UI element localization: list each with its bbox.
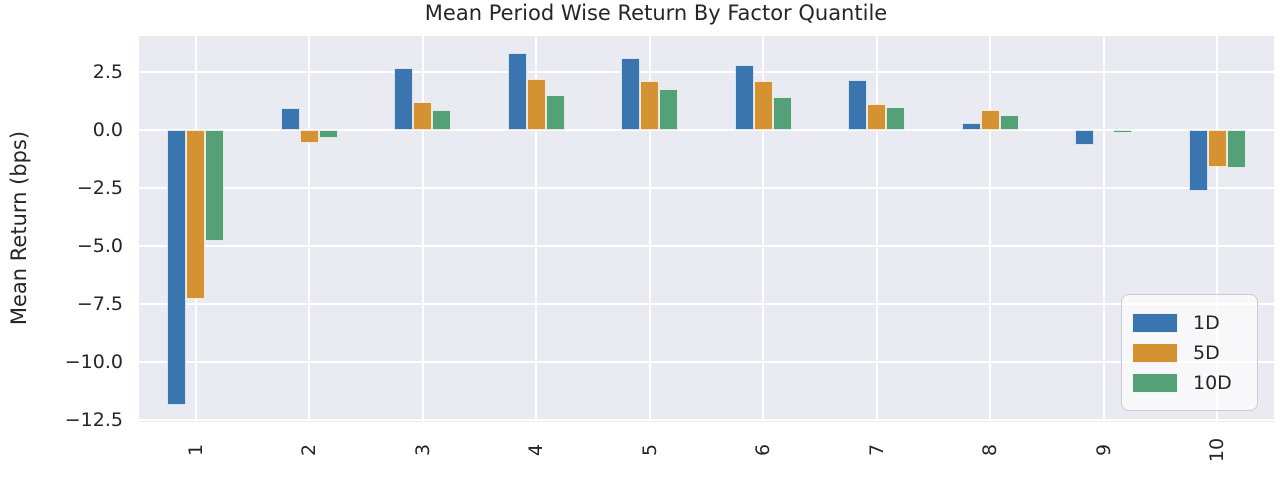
- bar-5d-q6: [753, 81, 773, 130]
- x-tick-label-1: 1: [184, 443, 207, 457]
- y-tick-label: 2.5: [92, 60, 123, 83]
- bar-1d-q7: [848, 80, 868, 130]
- bar-10d-q9: [1113, 129, 1133, 134]
- h-gridline: [139, 302, 1274, 305]
- bar-1d-q1: [167, 129, 187, 405]
- bar-5d-q4: [526, 78, 546, 130]
- legend-swatch-1d: [1132, 312, 1178, 333]
- y-tick-label: −12.5: [64, 408, 123, 431]
- h-gridline: [139, 186, 1274, 189]
- h-gridline: [139, 244, 1274, 247]
- bar-5d-q5: [640, 81, 660, 130]
- bar-10d-q4: [545, 95, 565, 130]
- y-axis-ticks: 2.5 0.0 −2.5 −5.0 −7.5 −10.0 −12.5: [0, 36, 131, 431]
- x-tick-label-4: 4: [525, 443, 548, 457]
- legend: 1D 5D 10D: [1121, 294, 1258, 411]
- legend-row-5d: 5D: [1132, 340, 1257, 365]
- legend-swatch-10d: [1132, 372, 1178, 393]
- bar-1d-q9: [1075, 129, 1095, 145]
- x-tick-label-7: 7: [865, 443, 888, 457]
- x-tick-label-2: 2: [298, 443, 321, 457]
- y-tick-label: −10.0: [64, 350, 123, 373]
- h-gridline: [139, 418, 1274, 421]
- v-gridline: [989, 36, 992, 422]
- legend-label-1d: 1D: [1193, 311, 1220, 334]
- v-gridline: [535, 36, 538, 422]
- x-tick-label-8: 8: [979, 443, 1002, 457]
- bar-1d-q2: [280, 107, 300, 130]
- bar-5d-q10: [1207, 129, 1227, 167]
- x-axis-ticks: 1 2 3 4 5 6 7 8 9 10: [139, 422, 1274, 486]
- bar-5d-q1: [186, 129, 206, 300]
- legend-label-10d: 10D: [1193, 371, 1232, 394]
- h-gridline: [139, 360, 1274, 363]
- plot-area: 1D 5D 10D: [139, 36, 1274, 422]
- bar-10d-q5: [659, 89, 679, 130]
- x-tick-label-9: 9: [1092, 443, 1115, 457]
- legend-row-10d: 10D: [1132, 370, 1257, 395]
- chart-title: Mean Period Wise Return By Factor Quanti…: [424, 1, 888, 25]
- x-tick-label-3: 3: [411, 443, 434, 457]
- x-tick-label-6: 6: [752, 443, 775, 457]
- y-tick-label: −2.5: [76, 176, 123, 199]
- y-tick-label: 0.0: [92, 118, 123, 141]
- v-gridline: [875, 36, 878, 422]
- v-gridline: [308, 36, 311, 422]
- legend-row-1d: 1D: [1132, 310, 1257, 335]
- y-tick-label: −7.5: [76, 292, 123, 315]
- bar-10d-q8: [999, 114, 1019, 130]
- v-gridline: [1102, 36, 1105, 422]
- bar-5d-q2: [299, 129, 319, 143]
- bar-5d-q7: [867, 104, 887, 130]
- bar-1d-q5: [621, 58, 641, 130]
- bar-10d-q1: [205, 129, 225, 242]
- bar-10d-q10: [1226, 129, 1246, 169]
- bar-10d-q6: [772, 97, 792, 130]
- bar-1d-q6: [734, 64, 754, 130]
- bar-5d-q8: [980, 110, 1000, 130]
- x-tick-label-10: 10: [1206, 437, 1229, 463]
- bar-1d-q10: [1188, 129, 1208, 192]
- bar-1d-q8: [961, 122, 981, 130]
- bar-10d-q2: [318, 129, 338, 138]
- h-gridline: [139, 70, 1274, 73]
- v-gridline: [1216, 36, 1219, 422]
- v-gridline: [421, 36, 424, 422]
- bar-5d-q3: [413, 102, 433, 130]
- v-gridline: [648, 36, 651, 422]
- bar-1d-q4: [507, 53, 527, 130]
- legend-label-5d: 5D: [1193, 341, 1220, 364]
- x-tick-label-5: 5: [638, 443, 661, 457]
- v-gridline: [762, 36, 765, 422]
- bar-10d-q7: [886, 106, 906, 130]
- bar-1d-q3: [394, 68, 414, 130]
- bar-10d-q3: [432, 110, 452, 130]
- y-tick-label: −5.0: [76, 234, 123, 257]
- legend-swatch-5d: [1132, 342, 1178, 363]
- h-gridline: [139, 128, 1274, 131]
